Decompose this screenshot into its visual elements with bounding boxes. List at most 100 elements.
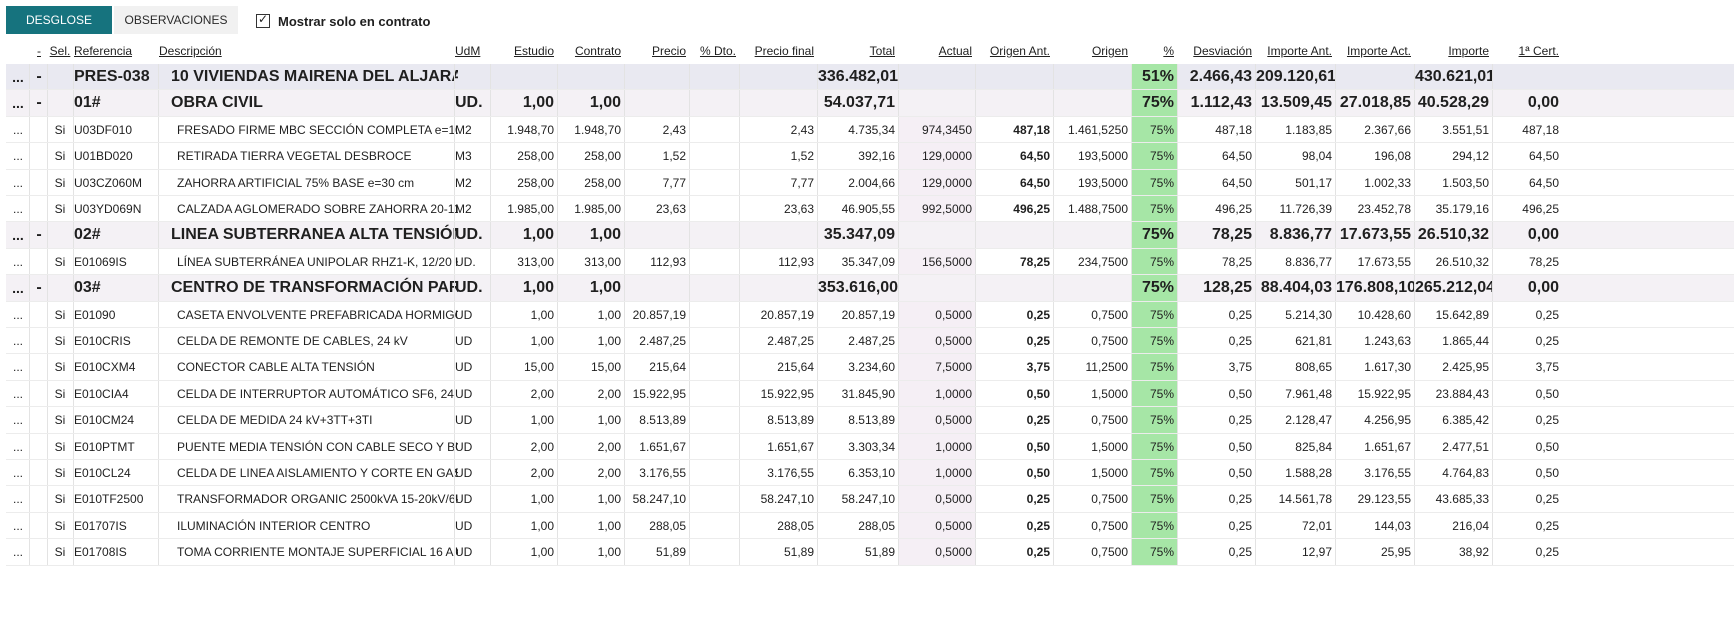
cell-toggle[interactable]: [30, 143, 48, 169]
header-origen-ant[interactable]: Origen Ant.: [989, 44, 1050, 58]
cell-toggle[interactable]: [30, 117, 48, 143]
item-row[interactable]: ... Si E010CL24 CELDA DE LINEA AISLAMIENTO …: [6, 460, 1734, 487]
group-row[interactable]: ... - PRES-038 10 VIVIENDAS MAIRENA DEL ALJ…: [6, 64, 1734, 91]
column-divider: [490, 512, 491, 540]
cell-toggle[interactable]: [30, 407, 48, 433]
row-menu-button[interactable]: ...: [12, 386, 23, 401]
cell-toggle[interactable]: [30, 328, 48, 354]
group-row[interactable]: ... - 02# LINEA SUBTERRANEA ALTA TENSIÓN UD.…: [6, 222, 1734, 249]
row-menu-button[interactable]: ...: [12, 280, 24, 297]
header-toggle[interactable]: -: [37, 44, 41, 58]
header-precio[interactable]: Precio: [651, 44, 686, 58]
cell-desviacion: 1.112,43: [1190, 94, 1252, 112]
column-divider: [158, 512, 159, 540]
cell-toggle[interactable]: [30, 460, 48, 486]
column-divider: [1177, 169, 1178, 196]
cell-importe-act: 1.243,63: [1364, 334, 1411, 348]
cell-importe: 3.551,51: [1442, 122, 1489, 137]
item-row[interactable]: ... Si E01707IS ILUMINACIÓN INTERIOR CENTRO…: [6, 512, 1734, 540]
row-menu-button[interactable]: ...: [12, 518, 23, 533]
row-menu-button[interactable]: ...: [12, 545, 23, 560]
item-row[interactable]: ... Si E010PTMT PUENTE MEDIA TENSIÓN CON CA…: [6, 433, 1734, 460]
cell-toggle[interactable]: -: [36, 226, 42, 244]
row-menu-button[interactable]: ...: [12, 307, 23, 322]
item-row[interactable]: ... Si E01090 CASETA ENVOLVENTE PREFABRICAD…: [6, 301, 1734, 328]
row-menu-button[interactable]: ...: [12, 466, 23, 480]
header-ref[interactable]: Referencia: [74, 44, 133, 58]
row-menu-button[interactable]: ...: [12, 334, 23, 348]
item-row[interactable]: ... Si E010CXM4 CONECTOR CABLE ALTA TENSIÓN…: [6, 354, 1734, 381]
header-contrato[interactable]: Contrato: [574, 44, 621, 58]
cell-toggle[interactable]: [30, 381, 48, 407]
cell-toggle[interactable]: [30, 539, 48, 565]
checkbox-box[interactable]: ✓: [256, 12, 270, 28]
header-origen[interactable]: Origen: [1091, 44, 1128, 58]
item-row[interactable]: ... Si E010CM24 CELDA DE MEDIDA 24 kV+3TT+3…: [6, 407, 1734, 434]
cell-toggle[interactable]: [30, 302, 48, 328]
cell-toggle[interactable]: [30, 170, 48, 196]
header-importe-ant[interactable]: Importe Ant.: [1267, 44, 1332, 58]
cell-cert1: 0,25: [1535, 307, 1559, 322]
row-menu-button[interactable]: ...: [12, 122, 23, 137]
cell-pct: 75%: [1141, 94, 1174, 112]
header-importe[interactable]: Importe: [1448, 44, 1489, 58]
row-menu-button[interactable]: ...: [12, 149, 23, 164]
item-row[interactable]: ... Si U03YD069N CALZADA AGLOMERADO SOBRE Z…: [6, 196, 1734, 223]
item-row[interactable]: ... Si E010TF2500 TRANSFORMADOR ORGANIC 250…: [6, 486, 1734, 513]
header-dto[interactable]: % Dto.: [699, 44, 736, 58]
tab-observaciones[interactable]: OBSERVACIONES: [114, 6, 238, 34]
group-row[interactable]: ... - 03# CENTRO DE TRANSFORMACIÓN PARA UD. 1…: [6, 275, 1734, 302]
row-menu-button[interactable]: ...: [12, 175, 23, 190]
header-desviacion[interactable]: Desviación: [1193, 44, 1252, 58]
row-menu-button[interactable]: ...: [12, 492, 23, 507]
header-pct[interactable]: %: [1163, 44, 1174, 58]
cell-dto: [690, 275, 740, 301]
row-menu-button[interactable]: ...: [12, 413, 23, 428]
pct-fill: [1132, 169, 1178, 196]
cell-toggle[interactable]: [30, 486, 48, 512]
item-row[interactable]: ... Si U01BD020 RETIRADA TIERRA VEGETAL DES…: [6, 143, 1734, 170]
cell-toggle[interactable]: -: [36, 68, 42, 85]
cell-toggle[interactable]: [30, 354, 48, 380]
cell-toggle[interactable]: -: [36, 94, 42, 112]
row-menu-button[interactable]: ...: [12, 254, 23, 269]
header-actual[interactable]: Actual: [938, 44, 972, 58]
cell-toggle[interactable]: [30, 513, 48, 539]
row-menu-button[interactable]: ...: [12, 95, 24, 112]
column-divider: [158, 169, 159, 196]
cell-toggle[interactable]: [30, 249, 48, 275]
header-precio-final[interactable]: Precio final: [754, 44, 814, 58]
header-total[interactable]: Total: [869, 44, 895, 58]
column-divider: [454, 169, 455, 196]
cell-toggle[interactable]: [30, 196, 48, 222]
group-row[interactable]: ... - 01# OBRA CIVIL UD. 1,00 1,00 54.037,71 75%…: [6, 90, 1734, 117]
cell-origen: [1054, 275, 1132, 301]
header-udm[interactable]: UdM: [455, 44, 481, 58]
header-cert1[interactable]: 1ª Cert.: [1518, 44, 1559, 58]
header-estudio[interactable]: Estudio: [513, 44, 554, 58]
cell-toggle[interactable]: [30, 434, 48, 460]
cell-importe: 38,92: [1458, 545, 1489, 560]
item-row[interactable]: ... Si U03DF010 FRESADO FIRME MBC SECCIÓN C…: [6, 116, 1734, 144]
item-row[interactable]: ... Si E010CRIS CELDA DE REMONTE DE CABLES,…: [6, 328, 1734, 355]
tab-desglose[interactable]: DESGLOSE: [6, 6, 112, 34]
contract-only-checkbox[interactable]: ✓ Mostrar solo en contrato: [256, 12, 430, 30]
column-divider: [1131, 143, 1132, 170]
row-menu-button[interactable]: ...: [12, 202, 23, 216]
item-row[interactable]: ... Si E01069IS LÍNEA SUBTERRÁNEA UNIPOLAR …: [6, 248, 1734, 276]
row-menu-button[interactable]: ...: [12, 69, 24, 85]
row-menu-button[interactable]: ...: [12, 227, 24, 244]
cell-toggle[interactable]: -: [36, 279, 42, 297]
cell-pct: 75%: [1149, 149, 1174, 164]
item-row[interactable]: ... Si E010CIA4 CELDA DE INTERRUPTOR AUTOMÁ…: [6, 380, 1734, 408]
cell-origen: 0,7500: [1091, 413, 1128, 428]
cell-desc: CASETA ENVOLVENTE PREFABRICADA HORMIGÓN …: [177, 307, 458, 322]
header-importe-act[interactable]: Importe Act.: [1346, 44, 1411, 58]
header-sel[interactable]: Sel.: [49, 44, 71, 58]
row-menu-button[interactable]: ...: [12, 360, 23, 375]
header-desc[interactable]: Descripción: [159, 44, 222, 58]
column-divider: [557, 196, 558, 223]
item-row[interactable]: ... Si E01708IS TOMA CORRIENTE MONTAJE SUPE…: [6, 539, 1734, 566]
row-menu-button[interactable]: ...: [12, 439, 23, 454]
item-row[interactable]: ... Si U03CZ060M ZAHORRA ARTIFICIAL 75% BAS…: [6, 169, 1734, 196]
